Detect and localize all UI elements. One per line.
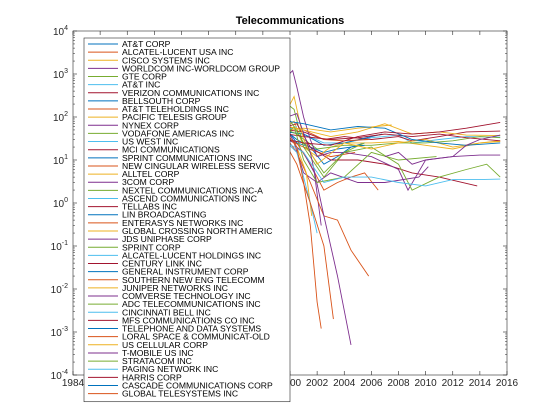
chart-title: Telecommunications	[236, 15, 345, 27]
legend-box	[83, 37, 291, 403]
x-tick-label: 2004	[333, 378, 356, 389]
legend-label: LIN BROADCASTING	[122, 210, 207, 220]
series-line-20	[287, 123, 478, 187]
legend-label: ADC TELECOMMUNICATIONS INC	[122, 299, 261, 309]
x-tick-label: 2010	[415, 378, 438, 389]
legend-label: COMVERSE TECHNOLOGY INC	[122, 291, 251, 301]
x-tick-label: 2016	[496, 378, 519, 389]
legend-label: MCI COMMUNICATIONS	[122, 145, 220, 155]
series-layer	[286, 69, 501, 345]
legend-label: VODAFONE AMERICAS INC	[122, 128, 234, 138]
legend-label: CINCINNATI BELL INC	[122, 307, 211, 317]
legend-label: CASCADE COMMUNICATIONS CORP	[122, 380, 273, 390]
series-line-5	[287, 131, 501, 144]
legend-label: MFS COMMUNICATIONS CO INC	[122, 315, 255, 325]
legend-label: JUNIPER NETWORKS INC	[122, 283, 228, 293]
series-line-26	[286, 142, 318, 234]
x-tick-label: 1984	[62, 378, 85, 389]
y-tick-label: 103	[53, 68, 68, 81]
legend-label: US CELLULAR CORP	[122, 340, 208, 350]
series-line-14	[286, 129, 365, 165]
series-line-31	[287, 113, 352, 345]
legend-label: NYNEX CORP	[122, 120, 179, 130]
legend-label: STRATACOM INC	[122, 356, 192, 366]
legend-label: LORAL SPACE & COMMUNICAT-OLD	[122, 332, 270, 342]
legend-label: AT&T CORP	[122, 39, 171, 49]
legend-label: PAGING NETWORK INC	[122, 364, 218, 374]
legend-label: TELEPHONE AND DATA SYSTEMS	[122, 324, 261, 334]
legend-label: ENTERASYS NETWORKS INC	[122, 218, 243, 228]
legend-label: SPRINT CORP	[122, 242, 181, 252]
legend-label: T-MOBILE US INC	[122, 348, 194, 358]
legend-label: VERIZON COMMUNICATIONS INC	[122, 88, 259, 98]
series-line-25	[286, 116, 501, 191]
legend-label: GLOBAL CROSSING NORTH AMERIC	[122, 226, 272, 236]
legend-label: GENERAL INSTRUMENT CORP	[122, 267, 249, 277]
legend-label: JDS UNIPHASE CORP	[122, 234, 212, 244]
y-tick-label: 10-4	[51, 369, 68, 382]
legend-label: SOUTHERN NEW ENG TELECOMM	[122, 275, 265, 285]
series-line-36	[286, 146, 334, 320]
y-tick-label: 104	[53, 25, 68, 38]
legend-label: GTE CORP	[122, 72, 167, 82]
legend-label: ALLTEL CORP	[122, 169, 180, 179]
series-line-38	[384, 134, 501, 165]
series-line-33	[287, 142, 501, 187]
legend-label: TELLABS INC	[122, 202, 177, 212]
series-line-1	[287, 139, 379, 191]
x-tick-label: 2012	[442, 378, 465, 389]
legend-label: ALCATEL-LUCENT USA INC	[122, 47, 233, 57]
x-tick-label: 2002	[306, 378, 329, 389]
legend-label: ALCATEL-LUCENT HOLDINGS INC	[122, 250, 261, 260]
legend-label: AT&T INC	[122, 80, 160, 90]
series-line-35	[287, 120, 501, 146]
legend-label: ASCEND COMMUNICATIONS INC	[122, 193, 257, 203]
legend-label: CENTURY LINK INC	[122, 259, 202, 269]
legend-label: 3COM CORP	[122, 177, 174, 187]
series-line-6	[287, 129, 501, 142]
legend-label: BELLSOUTH CORP	[122, 96, 201, 106]
y-tick-label: 10-1	[51, 240, 68, 253]
legend-label: GLOBAL TELESYSTEMS INC	[122, 389, 238, 399]
y-tick-label: 10-3	[51, 326, 68, 339]
series-line-43	[286, 133, 322, 329]
y-tick-label: 100	[53, 197, 68, 210]
legend-label: PACIFIC TELESIS GROUP	[122, 112, 227, 122]
legend-label: NEW CINGULAR WIRELESS SERVIC	[122, 161, 270, 171]
series-line-41	[287, 121, 501, 146]
x-tick-label: 2008	[387, 378, 410, 389]
x-tick-label: 2014	[469, 378, 492, 389]
series-line-27	[287, 133, 501, 142]
y-tick-label: 101	[53, 154, 68, 167]
series-line-18	[287, 103, 365, 178]
legend-label: SPRINT COMMUNICATIONS INC	[122, 153, 253, 163]
legend-label: AT&T TELEHOLDINGS INC	[122, 104, 229, 114]
y-tick-label: 10-2	[51, 283, 68, 296]
series-line-32	[286, 125, 437, 184]
legend-label: US WEST INC	[122, 137, 178, 147]
series-line-37	[287, 123, 501, 138]
y-tick-label: 102	[53, 111, 68, 124]
legend-label: NEXTEL COMMUNICATIONS INC-A	[122, 185, 263, 195]
legend-label: WORLDCOM INC-WORLDCOM GROUP	[122, 63, 280, 73]
legend-label: HARRIS CORP	[122, 372, 182, 382]
legend-label: CISCO SYSTEMS INC	[122, 55, 210, 65]
x-tick-label: 2006	[360, 378, 383, 389]
